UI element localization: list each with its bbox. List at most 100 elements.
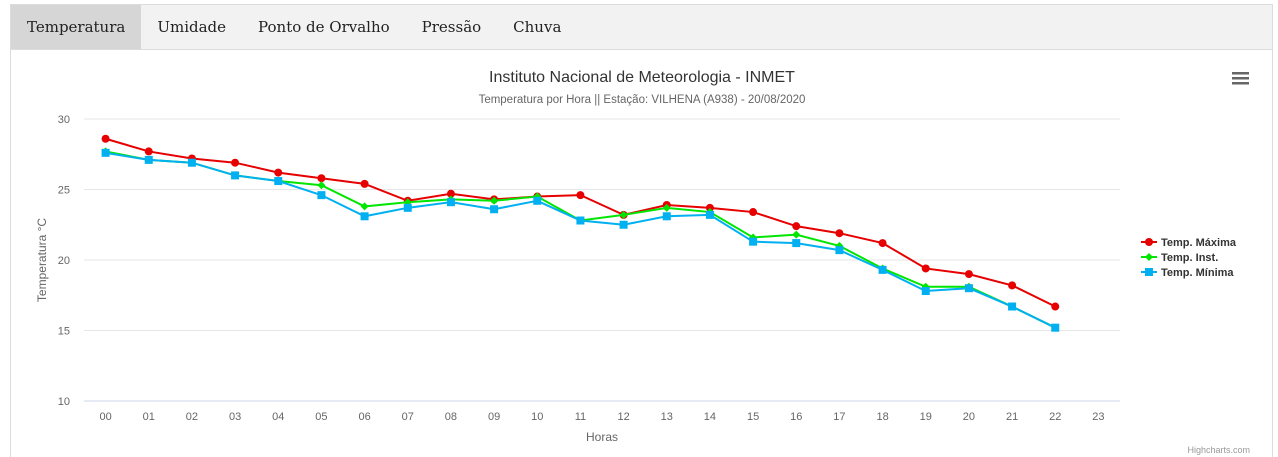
data-point-marker[interactable] bbox=[878, 239, 887, 248]
x-tick-label: 08 bbox=[445, 411, 457, 423]
data-point-marker[interactable] bbox=[705, 210, 714, 219]
data-point-marker[interactable] bbox=[231, 158, 240, 167]
x-tick-label: 10 bbox=[531, 411, 543, 423]
tab-chuva[interactable]: Chuva bbox=[513, 18, 562, 36]
tab-ponto-de-orvalho[interactable]: Ponto de Orvalho bbox=[258, 18, 390, 36]
x-tick-label: 19 bbox=[920, 411, 932, 423]
data-point-marker[interactable] bbox=[1145, 238, 1153, 246]
data-point-marker[interactable] bbox=[533, 196, 542, 205]
data-point-marker[interactable] bbox=[749, 208, 758, 217]
data-point-marker[interactable] bbox=[317, 191, 326, 200]
data-point-marker[interactable] bbox=[144, 147, 153, 156]
chart-title: Instituto Nacional de Meteorologia - INM… bbox=[489, 69, 795, 86]
data-point-marker[interactable] bbox=[317, 181, 326, 190]
data-point-marker[interactable] bbox=[446, 198, 455, 207]
data-point-marker[interactable] bbox=[792, 222, 801, 231]
data-point-marker[interactable] bbox=[792, 230, 801, 239]
data-point-marker[interactable] bbox=[576, 216, 585, 225]
data-point-marker[interactable] bbox=[964, 270, 973, 279]
data-point-marker[interactable] bbox=[360, 202, 369, 211]
x-tick-label: 14 bbox=[704, 411, 716, 423]
data-point-marker[interactable] bbox=[749, 237, 758, 246]
data-point-marker[interactable] bbox=[101, 148, 110, 157]
data-point-marker[interactable] bbox=[576, 191, 585, 200]
data-point-marker[interactable] bbox=[921, 264, 930, 273]
data-point-marker[interactable] bbox=[490, 196, 499, 205]
data-point-marker[interactable] bbox=[662, 212, 671, 221]
hamburger-menu-icon[interactable] bbox=[1230, 64, 1252, 85]
x-tick-label: 01 bbox=[143, 411, 155, 423]
x-tick-label: 07 bbox=[402, 411, 414, 423]
data-point-marker[interactable] bbox=[274, 168, 283, 177]
tab-umidade[interactable]: Umidade bbox=[157, 18, 227, 36]
series-diamond bbox=[101, 147, 1060, 332]
credits-link[interactable]: Highcharts.com bbox=[1187, 445, 1250, 455]
data-point-marker[interactable] bbox=[360, 179, 369, 188]
data-point-marker[interactable] bbox=[921, 287, 930, 296]
x-tick-label: 15 bbox=[747, 411, 759, 423]
y-tick-label: 30 bbox=[58, 114, 70, 126]
tab-pressao[interactable]: Pressão bbox=[421, 18, 482, 36]
tab-bar: Temperatura Umidade Ponto de Orvalho Pre… bbox=[10, 4, 1273, 50]
x-tick-label: 09 bbox=[488, 411, 500, 423]
data-point-marker[interactable] bbox=[360, 212, 369, 221]
y-tick-label: 10 bbox=[58, 396, 70, 408]
data-point-marker[interactable] bbox=[619, 220, 628, 229]
x-tick-label: 12 bbox=[617, 411, 629, 423]
y-tick-label: 25 bbox=[58, 185, 70, 197]
data-point-marker[interactable] bbox=[101, 134, 110, 143]
data-point-marker[interactable] bbox=[835, 246, 844, 255]
data-point-marker[interactable] bbox=[878, 265, 887, 274]
tab-temperatura[interactable]: Temperatura bbox=[11, 5, 142, 49]
legend-label: Temp. Mínima bbox=[1161, 267, 1234, 279]
data-point-marker[interactable] bbox=[662, 203, 671, 212]
y-axis-title: Temperatura °C bbox=[35, 218, 49, 302]
x-tick-label: 21 bbox=[1006, 411, 1018, 423]
legend-label: Temp. Inst. bbox=[1161, 252, 1218, 264]
legend-item[interactable]: Temp. Mínima bbox=[1141, 267, 1234, 279]
data-point-marker[interactable] bbox=[1008, 302, 1017, 311]
x-axis-title: Horas bbox=[586, 430, 618, 444]
data-point-marker[interactable] bbox=[835, 229, 844, 238]
data-point-marker[interactable] bbox=[964, 284, 973, 293]
x-tick-label: 02 bbox=[186, 411, 198, 423]
x-tick-label: 20 bbox=[963, 411, 975, 423]
legend: Temp. Máxima Temp. Inst. Temp. Mínima bbox=[1141, 237, 1237, 279]
data-point-marker[interactable] bbox=[403, 203, 412, 212]
data-point-marker[interactable] bbox=[705, 203, 714, 212]
chart-panel bbox=[10, 50, 1273, 457]
data-point-marker[interactable] bbox=[317, 174, 326, 183]
x-tick-label: 05 bbox=[315, 411, 327, 423]
chart-subtitle: Temperatura por Hora || Estação: VILHENA… bbox=[479, 94, 806, 106]
data-point-marker[interactable] bbox=[619, 210, 628, 219]
y-tick-label: 20 bbox=[58, 255, 70, 267]
data-point-marker[interactable] bbox=[231, 171, 240, 180]
series-line bbox=[105, 151, 1056, 329]
data-point-marker[interactable] bbox=[144, 155, 153, 164]
legend-label: Temp. Máxima bbox=[1161, 237, 1237, 249]
x-tick-label: 03 bbox=[229, 411, 241, 423]
data-point-marker[interactable] bbox=[1145, 253, 1153, 261]
x-tick-label: 22 bbox=[1049, 411, 1061, 423]
data-point-marker[interactable] bbox=[792, 239, 801, 248]
data-point-marker[interactable] bbox=[1051, 323, 1060, 332]
x-tick-label: 04 bbox=[272, 411, 284, 423]
data-point-marker[interactable] bbox=[274, 177, 283, 186]
legend-item[interactable]: Temp. Inst. bbox=[1141, 252, 1218, 264]
data-point-marker[interactable] bbox=[446, 189, 455, 198]
x-tick-label: 06 bbox=[358, 411, 370, 423]
x-tick-label: 16 bbox=[790, 411, 802, 423]
data-point-marker[interactable] bbox=[1051, 302, 1060, 311]
data-point-marker[interactable] bbox=[187, 158, 196, 167]
data-point-marker[interactable] bbox=[490, 205, 499, 214]
y-tick-label: 15 bbox=[58, 326, 70, 338]
data-point-marker[interactable] bbox=[1145, 268, 1153, 276]
data-point-marker[interactable] bbox=[1008, 281, 1017, 290]
x-tick-label: 17 bbox=[833, 411, 845, 423]
x-tick-label: 18 bbox=[876, 411, 888, 423]
x-tick-label: 00 bbox=[99, 411, 111, 423]
legend-item[interactable]: Temp. Máxima bbox=[1141, 237, 1237, 249]
x-tick-label: 23 bbox=[1092, 411, 1104, 423]
series-square bbox=[101, 148, 1060, 332]
